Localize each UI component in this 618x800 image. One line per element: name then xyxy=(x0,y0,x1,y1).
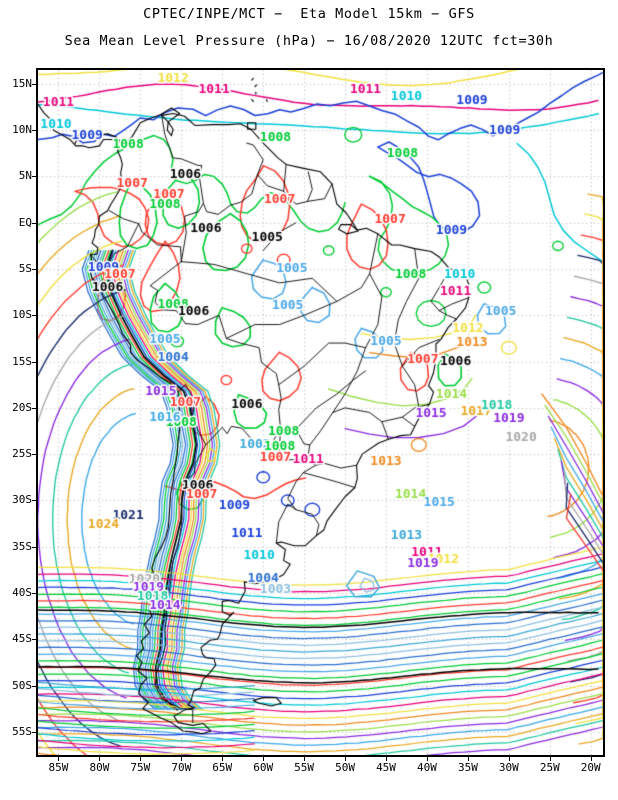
y-axis-tick-mark xyxy=(32,315,37,317)
header-line-1: CPTEC/INPE/MCT − Eta Model 15km − GFS xyxy=(143,6,475,22)
y-axis-tick-mark xyxy=(32,731,37,733)
y-axis-tick-label: 10S xyxy=(12,308,32,322)
x-axis-tick-mark xyxy=(426,756,428,761)
x-axis-tick-label: 65W xyxy=(212,761,233,774)
y-axis-tick-mark xyxy=(32,130,37,132)
y-axis-tick-label: 50S xyxy=(12,678,32,692)
y-axis-tick-label: 30S xyxy=(12,493,32,507)
x-axis-tick-mark xyxy=(181,756,183,761)
contour-canvas xyxy=(38,70,603,755)
y-axis-tick-mark xyxy=(32,500,37,502)
x-axis-tick-label: 70W xyxy=(171,761,192,774)
y-axis-tick-label: 35S xyxy=(12,539,32,553)
y-axis-tick-mark xyxy=(32,83,37,85)
x-axis-tick-mark xyxy=(304,756,306,761)
y-axis-tick-label: 5N xyxy=(18,169,32,183)
x-axis-tick-mark xyxy=(590,756,592,761)
x-axis-tick-label: 60W xyxy=(253,761,274,774)
y-axis-tick-label: 45S xyxy=(12,632,32,646)
y-axis-tick-mark xyxy=(32,454,37,456)
y-axis-tick-mark xyxy=(32,546,37,548)
y-axis-tick-label: EQ xyxy=(18,215,32,229)
y-axis-tick-mark xyxy=(32,593,37,594)
x-axis-tick-label: 45W xyxy=(376,761,396,774)
y-axis-tick-mark xyxy=(32,685,37,687)
x-axis-tick-mark xyxy=(386,756,387,761)
contour-map-plot xyxy=(36,68,605,757)
x-axis-tick-label: 75W xyxy=(130,761,151,774)
x-axis-tick-mark xyxy=(467,756,469,761)
x-axis-tick-label: 35W xyxy=(457,761,478,774)
x-axis-tick-label: 55W xyxy=(294,761,315,774)
x-axis-tick-mark xyxy=(140,756,142,761)
y-axis-tick-label: 15S xyxy=(12,354,32,368)
x-axis-tick-mark xyxy=(222,756,224,761)
x-axis-tick-mark xyxy=(549,756,551,761)
x-axis-tick-label: 25W xyxy=(539,761,560,774)
y-axis-tick-mark xyxy=(32,361,37,363)
y-axis-tick-label: 5S xyxy=(18,262,32,276)
y-axis-tick-label: 15N xyxy=(12,76,32,90)
y-axis-tick-mark xyxy=(32,407,37,409)
y-axis-tick-mark xyxy=(32,222,37,224)
y-axis-tick-mark xyxy=(32,176,37,178)
y-axis-tick-label: 25S xyxy=(12,447,32,461)
y-axis-tick-label: 20S xyxy=(12,400,32,414)
x-axis-tick-label: 85W xyxy=(48,761,69,774)
y-axis-tick-mark xyxy=(32,639,37,641)
x-axis-tick-label: 20W xyxy=(580,761,601,774)
x-axis-tick-label: 30W xyxy=(498,761,519,774)
x-axis-tick-label: 50W xyxy=(335,761,355,774)
x-axis-tick-mark xyxy=(58,756,60,761)
x-axis-tick-mark xyxy=(345,756,347,761)
x-axis-tick-mark xyxy=(263,756,265,761)
y-axis-tick-label: 40S xyxy=(12,586,32,599)
header-line-2: Sea Mean Level Pressure (hPa) − 16/08/20… xyxy=(64,33,554,49)
y-axis-tick-label: 10N xyxy=(12,123,32,137)
y-axis-tick-label: 55S xyxy=(12,724,32,738)
x-axis-tick-label: 80W xyxy=(89,761,110,774)
y-axis-tick-mark xyxy=(32,269,37,271)
x-axis-tick-label: 40W xyxy=(417,761,437,774)
x-axis-tick-mark xyxy=(99,756,101,761)
x-axis-tick-mark xyxy=(508,756,510,761)
